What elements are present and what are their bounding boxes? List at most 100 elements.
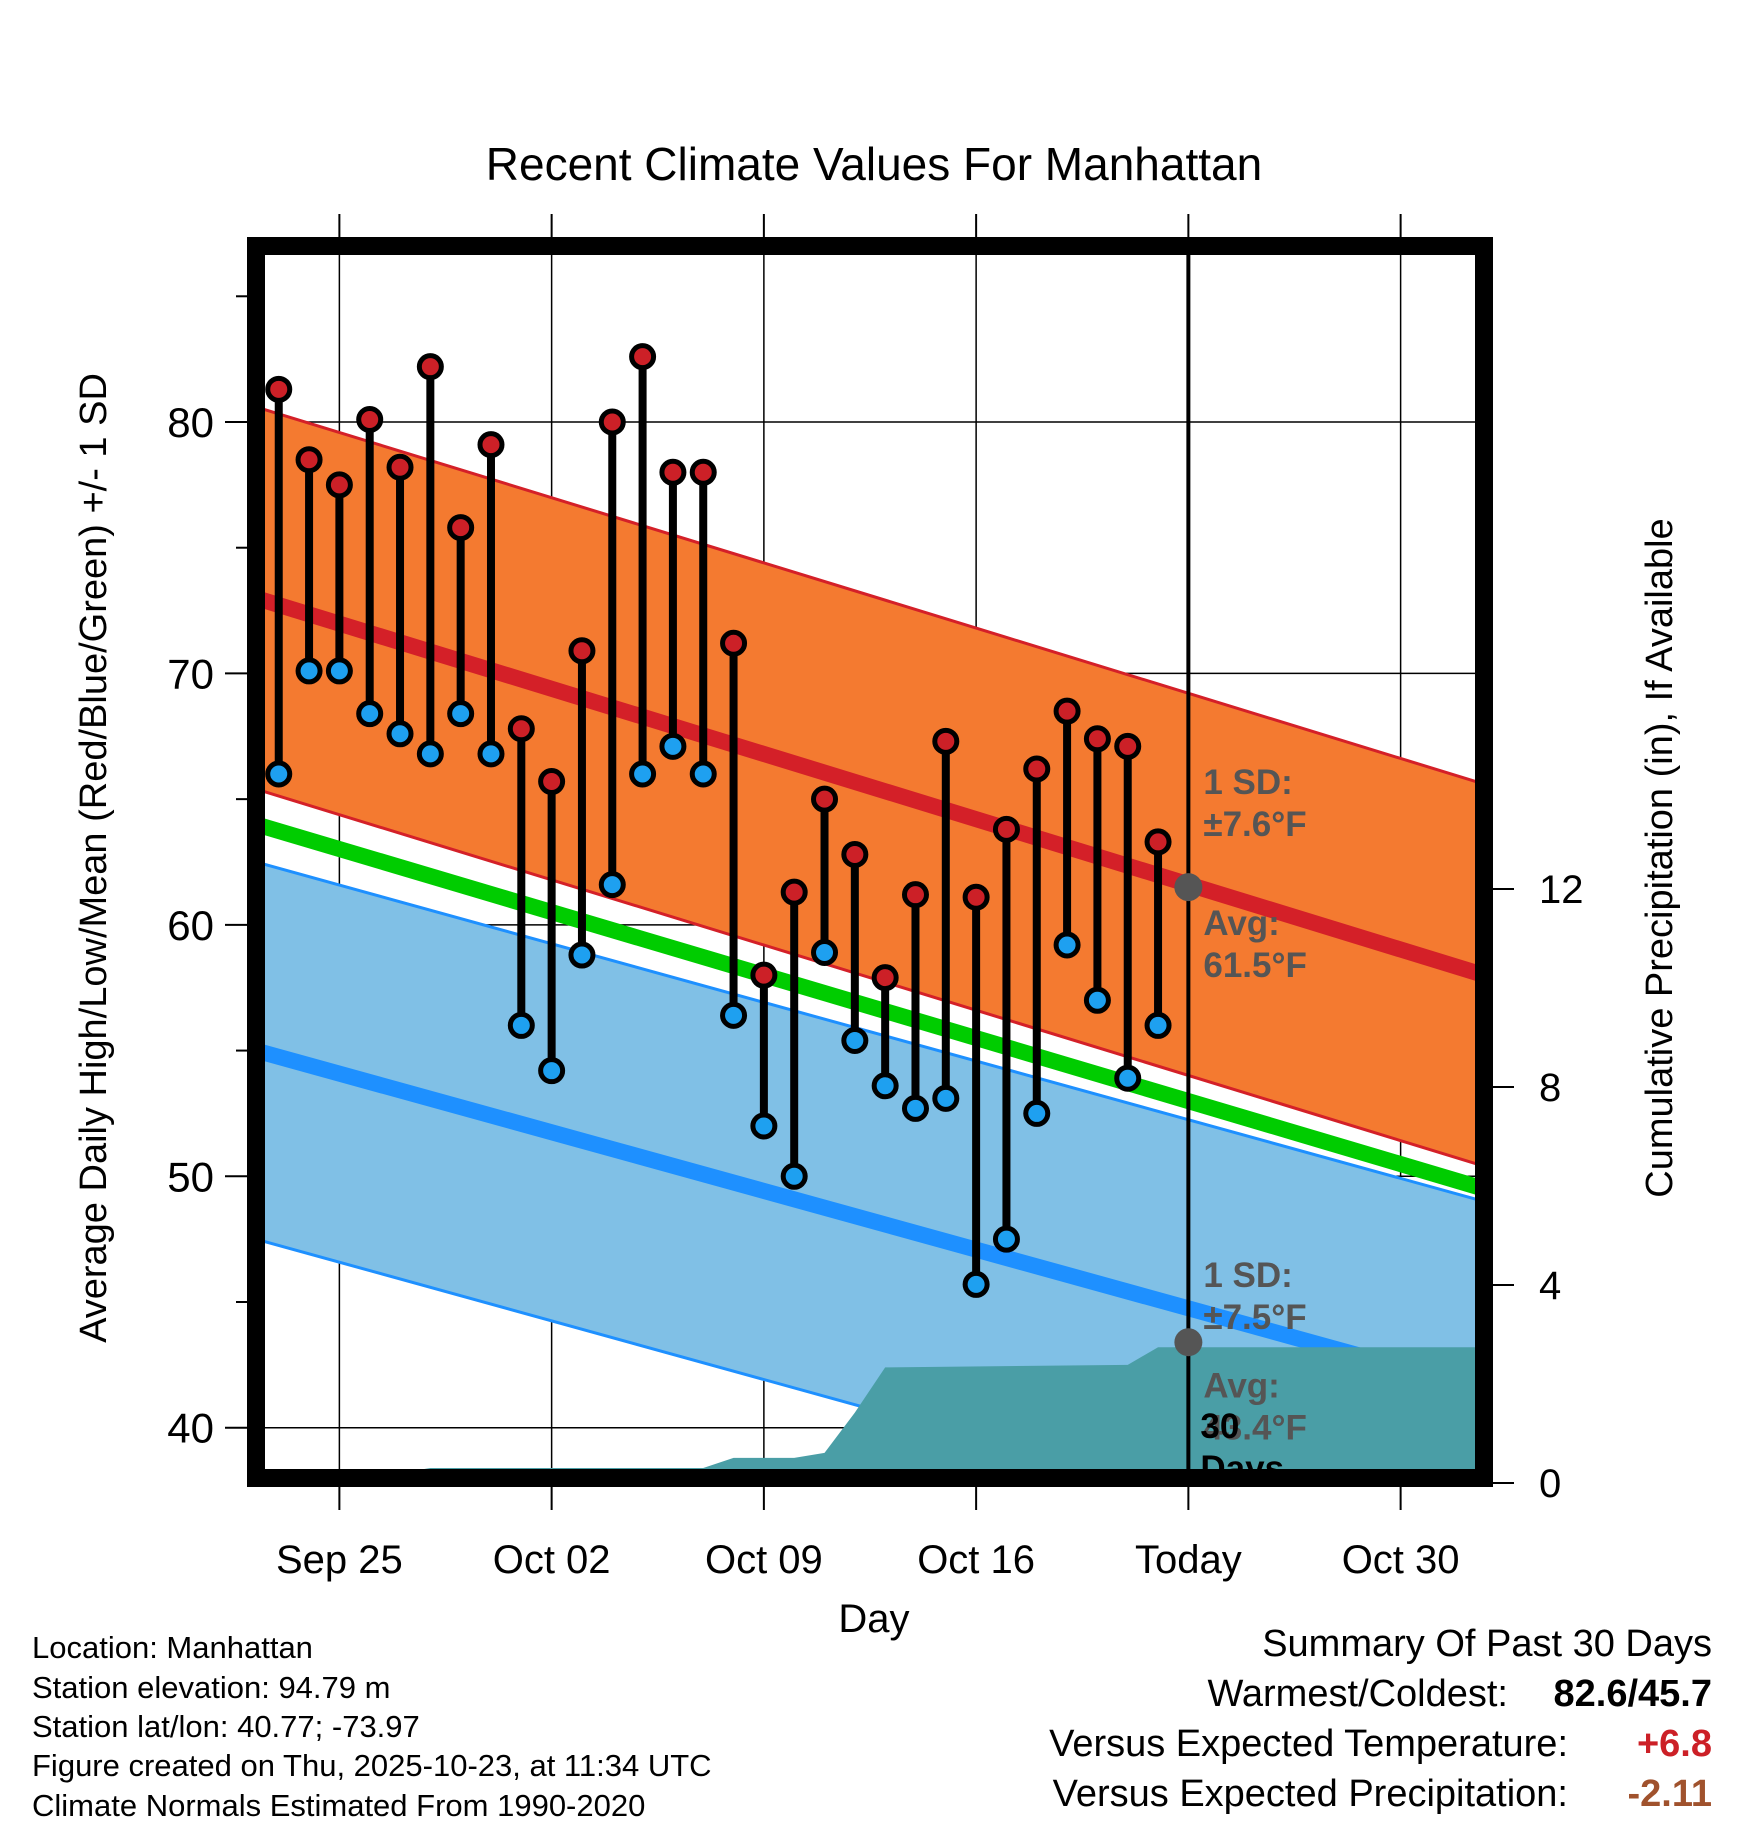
obs-low-marker [507,1011,535,1039]
obs-low-marker [1053,931,1081,959]
obs-high-marker [1083,725,1111,753]
obs-high-marker [720,629,748,657]
obs-low-marker [598,871,626,899]
x-tick-label: Oct 02 [493,1538,611,1582]
obs-high-marker [416,353,444,381]
obs-low-marker [992,1225,1020,1253]
obs-high-marker [386,453,414,481]
obs-low-marker [871,1072,899,1100]
summary-title: Summary Of Past 30 Days [1262,1623,1712,1665]
obs-high-marker [295,446,323,474]
plot-frame [247,237,1493,1487]
footer-created: Figure created on Thu, 2025-10-23, at 11… [32,1748,712,1783]
high-sd-annotation: 1 SD: ±7.6°F [1203,763,1306,844]
obs-high-marker [689,458,717,486]
obs-high-marker [992,815,1020,843]
obs-low-marker [1023,1099,1051,1127]
obs-high-marker [932,727,960,755]
obs-low-marker [659,732,687,760]
obs-low-marker [1144,1011,1172,1039]
obs-low-marker [568,941,596,969]
y-tick-label: 60 [167,902,214,949]
normal-mean-line [256,816,1484,1197]
summary-warmest-label: Warmest/Coldest: [1207,1673,1508,1715]
obs-low-marker [325,657,353,685]
obs-low-marker [720,1001,748,1029]
normal-low-line [256,1042,1484,1398]
obs-low-marker [901,1094,929,1122]
x-tick-label: Today [1135,1538,1242,1582]
x-tick-label: Oct 09 [705,1538,823,1582]
obs-high-marker [962,883,990,911]
obs-high-marker [568,637,596,665]
summary-precip-label: Versus Expected Precipitation: [1052,1773,1568,1815]
y-axis-label-left: Average Daily High/Low/Mean (Red/Blue/Gr… [73,373,115,1343]
obs-low-marker [265,760,293,788]
y2-tick-label: 8 [1539,1066,1561,1110]
footer-latlon: Station lat/lon: 40.77; -73.97 [32,1709,420,1744]
obs-high-marker [477,431,505,459]
obs-high-marker [811,785,839,813]
obs-high-marker [598,408,626,436]
high-avg-annotation: Avg: 61.5°F [1203,904,1307,985]
obs-high-marker [750,961,778,989]
low-sd-band [256,860,1484,1478]
obs-high-marker [447,514,475,542]
today-low-normal-marker [1174,1328,1203,1357]
obs-low-marker [1114,1064,1142,1092]
y-tick-label: 80 [167,399,214,446]
obs-high-marker [780,878,808,906]
summary-warmest-value: 82.6/45.7 [1553,1673,1712,1715]
obs-high-marker [325,471,353,499]
obs-low-marker [689,760,717,788]
obs-low-marker [416,740,444,768]
obs-high-marker [265,375,293,403]
obs-high-marker [1053,697,1081,725]
y2-tick-label: 12 [1539,868,1584,912]
obs-low-marker [841,1027,869,1055]
obs-low-marker [538,1057,566,1085]
obs-high-marker [507,715,535,743]
y2-tick-label: 4 [1539,1264,1561,1308]
x-axis-label: Day [838,1597,909,1641]
obs-high-marker [1114,732,1142,760]
obs-low-marker [1083,986,1111,1014]
y-tick-label: 50 [167,1153,214,1200]
obs-low-marker [386,720,414,748]
obs-high-marker [1023,755,1051,783]
obs-high-marker [1144,828,1172,856]
obs-high-marker [356,405,384,433]
footer-normals: Climate Normals Estimated From 1990-2020 [32,1788,646,1823]
obs-low-marker [811,939,839,967]
footer-elevation: Station elevation: 94.79 m [32,1670,391,1705]
obs-low-marker [477,740,505,768]
obs-high-marker [841,840,869,868]
obs-low-marker [750,1112,778,1140]
obs-high-marker [871,964,899,992]
plot-area: 1 SD: ±7.6°F Avg: 61.5°F 1 SD: ±7.5°F Avg: 43.4… [167,214,1584,1582]
precip-area [256,1347,1484,1478]
y2-tick-label: 0 [1539,1462,1561,1506]
y-tick-label: 70 [167,650,214,697]
plot-content: 1 SD: ±7.6°F Avg: 61.5°F 1 SD: ±7.5°F Avg: 43.4… [256,246,1484,1478]
summary-precip-value: -2.11 [1627,1773,1712,1815]
obs-low-marker [356,700,384,728]
y-tick-label: 40 [167,1405,214,1452]
summary-temp-value: +6.8 [1636,1723,1712,1765]
x-tick-label: Oct 16 [917,1538,1035,1582]
obs-high-marker [538,768,566,796]
obs-high-marker [901,881,929,909]
obs-low-marker [932,1084,960,1112]
footer-location: Location: Manhattan [32,1630,313,1665]
y-axis-label-right: Cumulative Precipitation (in), If Availa… [1639,518,1681,1197]
low-avg-annotation: Avg: 43.4°F [1203,1367,1307,1448]
low-sd-annotation: 1 SD: ±7.5°F [1203,1256,1306,1337]
obs-low-marker [447,700,475,728]
x-tick-label: Oct 30 [1342,1538,1460,1582]
obs-low-marker [780,1162,808,1190]
obs-high-marker [629,343,657,371]
today-high-normal-marker [1174,873,1203,902]
x-tick-label: Sep 25 [276,1538,403,1582]
obs-low-marker [629,760,657,788]
